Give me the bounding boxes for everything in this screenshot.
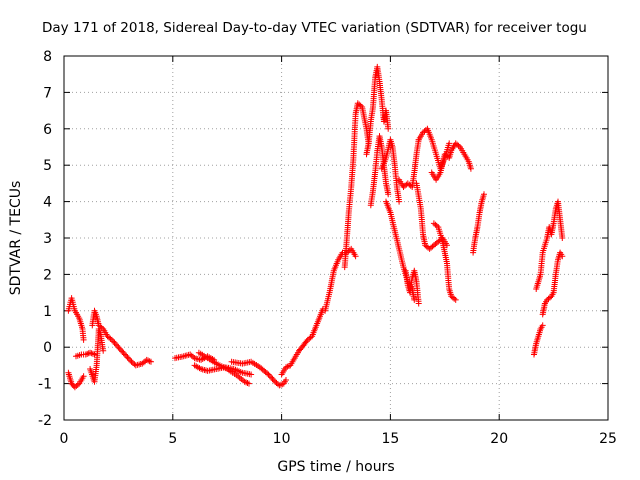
x-axis-ticks: 0 5 10 15 20 25 — [60, 56, 617, 447]
data-point — [124, 354, 131, 361]
data-point — [415, 300, 422, 307]
data-point — [80, 336, 87, 343]
data-point — [385, 125, 392, 132]
data-point — [385, 191, 392, 198]
y-tick-label: 4 — [43, 195, 52, 211]
data-point — [352, 253, 359, 260]
x-tick-label: 20 — [490, 431, 508, 447]
x-tick-label: 25 — [599, 431, 617, 447]
data-point — [80, 373, 87, 380]
data-point — [446, 140, 453, 147]
data-point — [303, 338, 310, 345]
data-point — [396, 198, 403, 205]
y-tick-label: 0 — [43, 340, 52, 356]
x-tick-label: 0 — [60, 431, 69, 447]
y-tick-label: 8 — [43, 49, 52, 65]
y-tick-label: 7 — [43, 85, 52, 101]
data-point — [411, 296, 418, 303]
data-point — [91, 351, 98, 358]
data-point — [146, 358, 153, 365]
data-point — [243, 379, 250, 386]
grid-lines — [64, 56, 608, 420]
data-point — [121, 351, 128, 358]
data-point — [481, 191, 487, 198]
chart-title: Day 171 of 2018, Sidereal Day-to-day VTE… — [42, 20, 587, 36]
x-tick-label: 5 — [168, 431, 177, 447]
data-point — [246, 380, 252, 387]
data-point — [547, 294, 553, 301]
data-point — [82, 351, 89, 358]
data-point — [119, 348, 126, 355]
data-point — [277, 381, 284, 388]
data-point — [357, 102, 364, 109]
y-axis-label: SDTVAR / TECUs — [8, 181, 24, 296]
x-tick-label: 15 — [381, 431, 399, 447]
y-tick-label: 2 — [43, 267, 52, 283]
data-point — [248, 371, 255, 378]
data-point — [283, 364, 289, 371]
data-point — [125, 355, 132, 362]
data-point — [127, 357, 134, 364]
y-tick-label: 6 — [43, 122, 52, 138]
data-point — [467, 165, 474, 172]
series-SDTVAR — [65, 63, 566, 391]
data-point — [116, 345, 123, 352]
data-point — [112, 341, 119, 348]
data-point — [559, 235, 566, 241]
x-tick-label: 10 — [273, 431, 291, 447]
x-axis-label: GPS time / hours — [277, 459, 394, 475]
data-point — [452, 296, 459, 303]
data-point — [269, 375, 276, 382]
y-tick-label: 3 — [43, 231, 52, 247]
data-point — [283, 377, 289, 383]
data-point — [90, 350, 96, 357]
y-tick-label: 5 — [43, 158, 52, 174]
data-points — [65, 63, 566, 391]
data-point — [264, 370, 271, 377]
data-point — [148, 358, 154, 365]
y-axis-ticks: -2 -1 0 1 2 3 4 5 6 7 8 — [38, 49, 608, 429]
data-point — [88, 350, 95, 357]
data-point — [143, 356, 150, 363]
data-point — [266, 373, 273, 379]
data-point — [539, 322, 546, 329]
data-point — [84, 350, 91, 357]
y-tick-label: -2 — [38, 413, 52, 429]
data-point — [100, 347, 107, 354]
data-point — [110, 338, 117, 345]
y-tick-label: -1 — [38, 377, 52, 393]
data-point — [559, 253, 566, 260]
y-tick-label: 1 — [43, 304, 52, 320]
